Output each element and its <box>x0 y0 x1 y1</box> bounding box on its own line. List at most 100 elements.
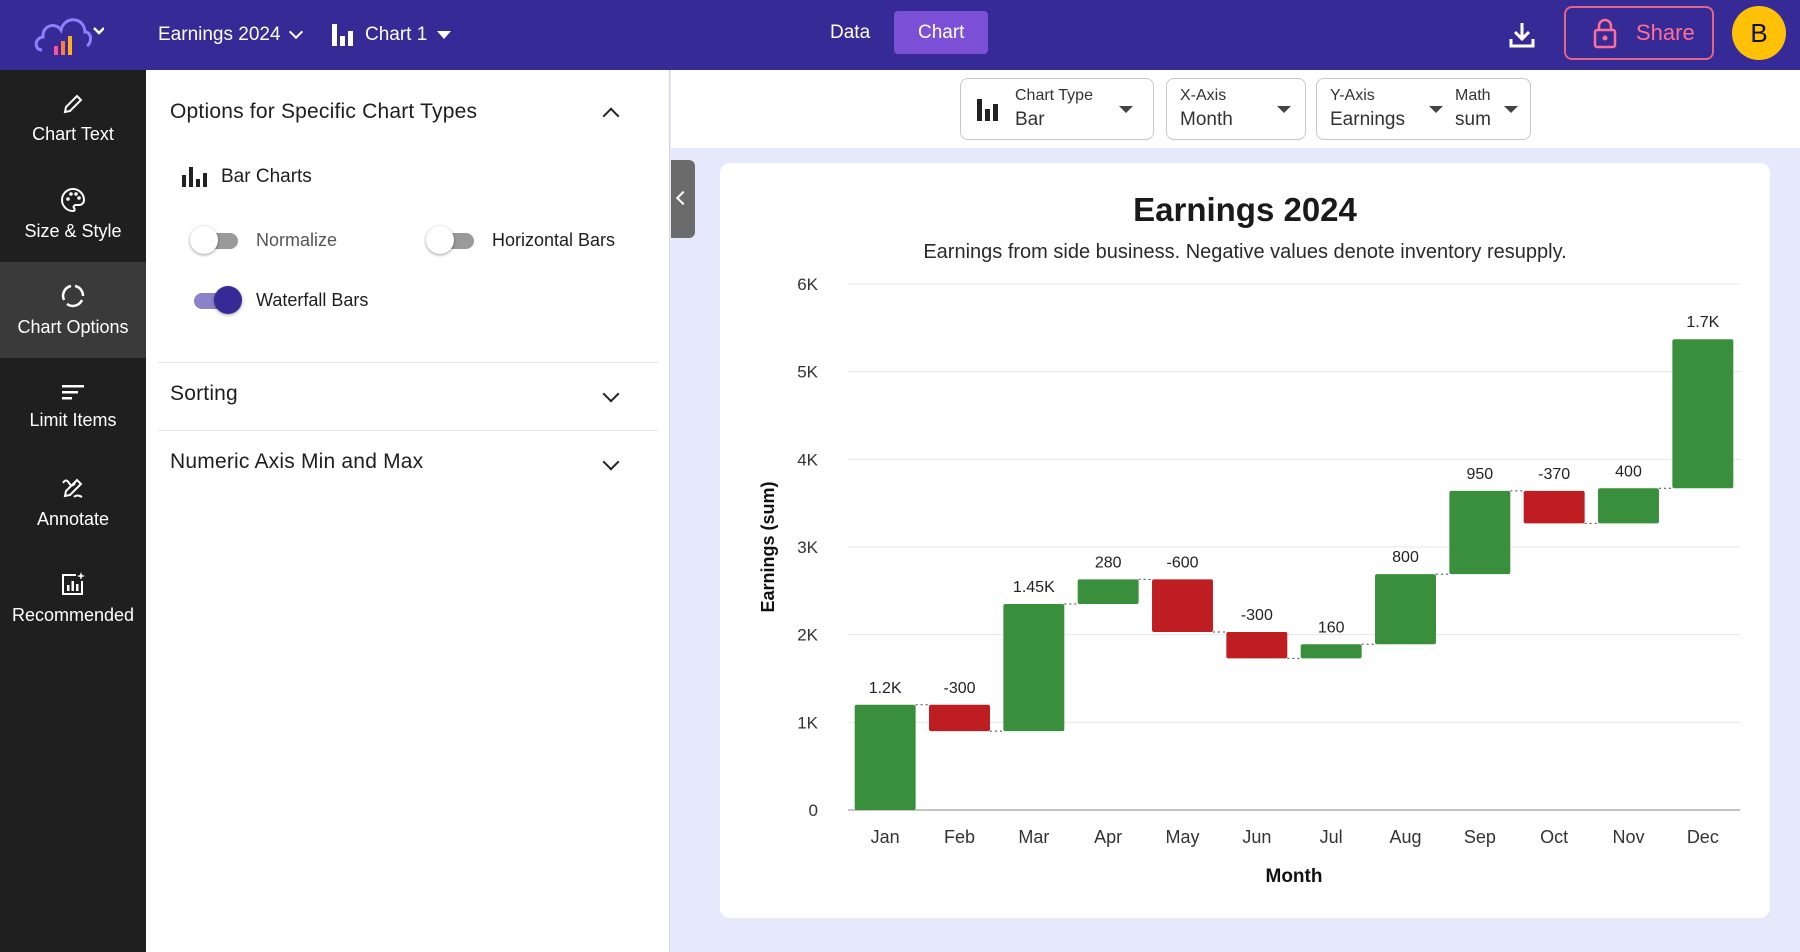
sidebar-item-label: Annotate <box>36 508 110 529</box>
y-tick-label: 5K <box>797 363 818 382</box>
avatar[interactable]: B <box>1732 6 1786 60</box>
chevron-down-icon <box>288 24 303 40</box>
waterfall-bars-toggle[interactable]: Waterfall Bars <box>190 285 368 315</box>
x-tick-label: Oct <box>1540 827 1568 847</box>
bar <box>1672 339 1734 489</box>
section-title-sorting[interactable]: Sorting <box>170 382 238 405</box>
data-label: 280 <box>1095 554 1122 571</box>
caret-down-icon <box>437 31 452 39</box>
chart-type-value: Bar <box>1015 109 1045 130</box>
bar <box>929 704 990 732</box>
waterfall-chart: 0 1K 2K 3K 4K 5K 6K Earnings (sum) Month 1.2K Jan -… <box>758 275 1740 887</box>
x-tick-label: Nov <box>1612 827 1644 847</box>
sidebar-item-limit-items[interactable]: Limit Items <box>0 358 146 454</box>
chart-card: Earnings 2024 Earnings from side busines… <box>720 163 1770 918</box>
chart-menu[interactable]: Chart 1 <box>332 0 452 70</box>
y-axis-caption: Y-Axis <box>1330 87 1375 104</box>
bar <box>1523 490 1585 524</box>
x-tick-label: Sep <box>1464 827 1496 847</box>
recommended-chart-icon <box>62 571 85 595</box>
data-label: -300 <box>943 680 975 697</box>
chart-options-panel: Options for Specific Chart Types Bar Cha… <box>146 70 670 952</box>
app-logo-cloud-chart-icon[interactable] <box>34 10 105 60</box>
tab-chart[interactable]: Chart <box>894 11 989 54</box>
chart-subtitle: Earnings from side business. Negative va… <box>923 241 1567 263</box>
chevron-down-icon[interactable] <box>602 453 620 471</box>
horizontal-bars-label: Horizontal Bars <box>492 229 616 250</box>
x-tick-label: Aug <box>1389 827 1421 847</box>
sidebar-item-label: Recommended <box>11 604 135 625</box>
bar <box>1152 579 1213 633</box>
x-tick-label: May <box>1165 827 1199 847</box>
caret-down-icon <box>1119 106 1133 113</box>
chart-type-select[interactable]: Chart Type Bar <box>960 78 1154 140</box>
normalize-label: Normalize <box>256 229 338 250</box>
sidebar-item-chart-text[interactable]: Chart Text <box>0 70 146 166</box>
chevron-down-icon[interactable] <box>602 385 620 403</box>
y-axis-label: Earnings (sum) <box>758 481 778 612</box>
y-tick-label: 1K <box>797 713 818 732</box>
list-filter-icon <box>62 384 84 399</box>
sidebar-item-annotate[interactable]: Annotate <box>0 454 146 550</box>
bar <box>1226 632 1288 659</box>
horizontal-bars-toggle[interactable]: Horizontal Bars <box>426 225 615 255</box>
caret-down-icon <box>1504 106 1518 113</box>
x-tick-label: Mar <box>1018 827 1049 847</box>
top-bar: Earnings 2024 Chart 1 Data Chart Share B <box>0 0 1800 70</box>
bar <box>854 704 916 810</box>
bar <box>1598 488 1659 524</box>
caret-down-icon <box>1429 106 1443 113</box>
section-title-numeric-axis[interactable]: Numeric Axis Min and Max <box>170 450 424 473</box>
collapse-panel-button[interactable] <box>671 160 695 238</box>
y-axis-math-select[interactable]: Y-Axis Earnings Math sum <box>1316 78 1531 140</box>
x-tick-label: Jan <box>871 827 900 847</box>
x-tick-label: Apr <box>1094 827 1122 847</box>
x-tick-label: Feb <box>944 827 975 847</box>
section-title-specific-chart-types[interactable]: Options for Specific Chart Types <box>170 100 478 123</box>
data-label: 1.2K <box>869 680 902 697</box>
data-label: 1.45K <box>1013 579 1055 596</box>
divider <box>158 362 658 363</box>
y-axis-value: Earnings <box>1330 109 1405 130</box>
x-axis-select[interactable]: X-Axis Month <box>1166 78 1306 140</box>
download-icon[interactable] <box>1504 17 1540 53</box>
bar-charts-label: Bar Charts <box>221 166 312 187</box>
chart-title: Earnings 2024 <box>1133 191 1357 228</box>
bar <box>1003 603 1065 732</box>
waterfall-bars-switch[interactable] <box>190 285 242 315</box>
annotate-icon <box>62 478 83 498</box>
pencil-icon <box>63 94 83 113</box>
chart-selector-bar: Chart Type Bar X-Axis Month Y-Axis Earni… <box>671 70 1800 148</box>
horizontal-bars-switch[interactable] <box>426 225 476 255</box>
data-label: -370 <box>1538 466 1570 483</box>
x-axis-caption: X-Axis <box>1180 87 1227 104</box>
x-tick-label: Jun <box>1242 827 1271 847</box>
data-label: 400 <box>1615 463 1642 480</box>
chart-type-caption: Chart Type <box>1015 87 1093 104</box>
bar-charts-subheading: Bar Charts <box>182 166 312 188</box>
sidebar-item-recommended[interactable]: Recommended <box>0 550 146 646</box>
palette-icon <box>61 187 86 212</box>
waterfall-bars-label: Waterfall Bars <box>256 289 369 310</box>
data-label: -300 <box>1241 607 1273 624</box>
math-caption: Math <box>1455 87 1491 104</box>
share-button[interactable]: Share <box>1564 6 1714 60</box>
bar-chart-icon <box>977 99 998 121</box>
bar <box>1077 579 1139 604</box>
x-axis-value: Month <box>1180 109 1233 130</box>
y-tick-label: 4K <box>797 450 818 469</box>
bar <box>1300 644 1362 659</box>
normalize-switch[interactable] <box>190 225 240 255</box>
y-tick-label: 2K <box>797 626 818 645</box>
sidebar-item-size-style[interactable]: Size & Style <box>0 166 146 262</box>
chevron-up-icon[interactable] <box>602 107 620 125</box>
x-tick-label: Dec <box>1687 827 1719 847</box>
tab-data[interactable]: Data <box>830 22 871 43</box>
normalize-toggle[interactable]: Normalize <box>190 225 337 255</box>
caret-down-icon <box>1277 106 1291 113</box>
options-ring-icon <box>61 284 85 307</box>
project-menu[interactable]: Earnings 2024 <box>158 0 303 70</box>
project-name: Earnings 2024 <box>158 24 281 45</box>
sidebar-item-label: Size & Style <box>24 220 122 241</box>
sidebar-item-chart-options[interactable]: Chart Options <box>0 262 146 358</box>
